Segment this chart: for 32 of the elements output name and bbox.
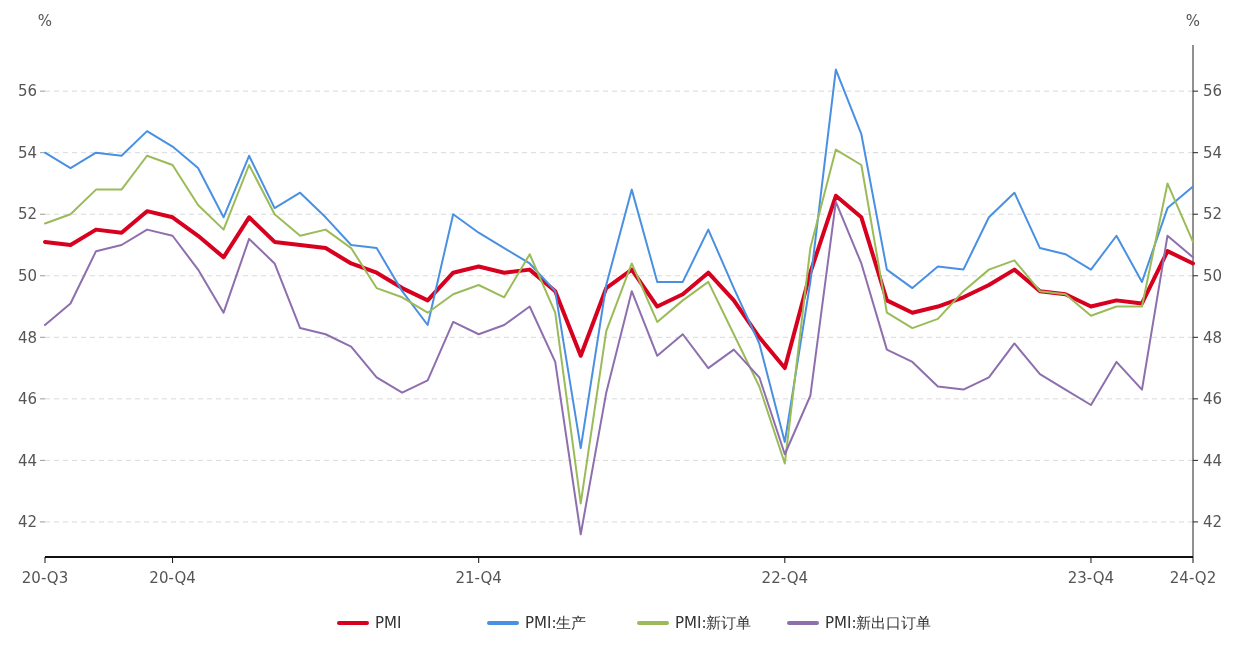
legend-label: PMI:新订单 [675,614,752,633]
y2-tick-label: 46 [1203,390,1223,409]
y-tick-label: 44 [17,451,37,470]
y-tick-label: 56 [17,82,37,101]
x-tick-label: 20-Q4 [149,569,196,587]
y-tick-label: 48 [17,328,37,347]
y2-tick-label: 42 [1203,513,1223,532]
y2-tick-label: 50 [1203,267,1223,286]
y2-axis-title: % [1185,12,1201,30]
line-series [44,68,1194,450]
y2-tick-label: 44 [1203,451,1223,470]
x-tick-label: 22-Q4 [761,569,809,587]
line-series [43,193,1195,371]
x-tick-label: 20-Q3 [21,569,69,587]
y-tick-label: 46 [17,390,37,409]
y2-tick-label: 48 [1203,328,1223,347]
line-series [44,148,1194,505]
legend-label: PMI [375,614,402,633]
line-series [44,200,1194,536]
x-tick-label: 23-Q4 [1067,569,1115,587]
legend-label: PMI:生产 [525,614,587,633]
y2-tick-label: 56 [1203,82,1223,101]
y-tick-label: 42 [17,513,37,532]
y-tick-label: 50 [17,267,37,286]
y-tick-label: 54 [17,143,37,162]
x-tick-label: 21-Q4 [455,569,502,587]
legend-label: PMI:新出口订单 [825,614,932,633]
y-axis-title: % [37,12,53,30]
y-tick-label: 52 [17,205,37,224]
y2-tick-label: 52 [1203,205,1223,224]
x-tick-label: 24-Q2 [1169,569,1217,587]
y2-tick-label: 54 [1203,143,1223,162]
